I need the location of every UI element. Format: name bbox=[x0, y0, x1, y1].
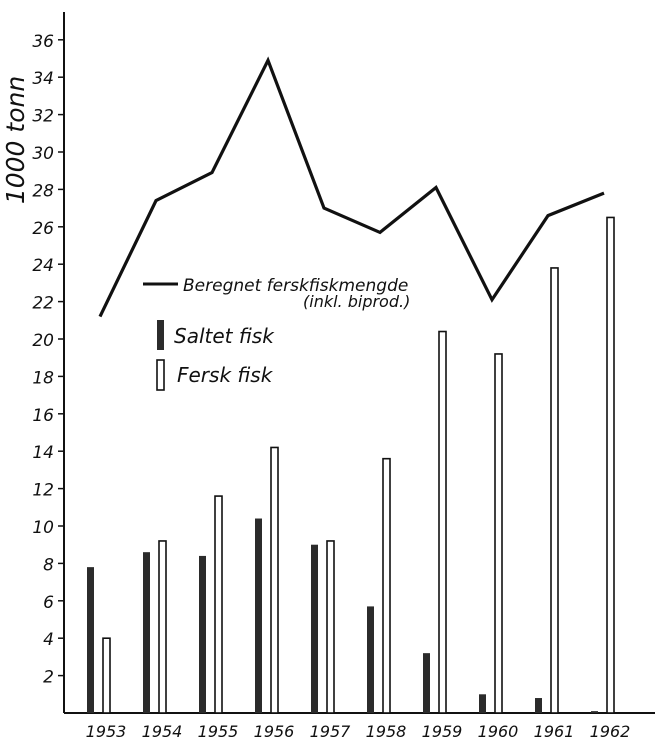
legend-line-sublabel: (inkl. biprod.) bbox=[303, 292, 410, 311]
bar-saltet bbox=[199, 555, 206, 713]
x-tick-label: 1959 bbox=[422, 722, 463, 741]
line-series bbox=[98, 56, 605, 318]
x-tick-labels: 1953 1954 1955 1956 1957 1958 1959 1960 1961 1962 bbox=[86, 722, 631, 741]
y-tick-label: 32 bbox=[32, 107, 54, 127]
y-tick-label: 8 bbox=[43, 555, 54, 575]
y-tick-label: 36 bbox=[32, 32, 54, 52]
bar-saltet bbox=[479, 694, 486, 713]
x-tick-label: 1962 bbox=[590, 722, 631, 741]
y-tick-label: 26 bbox=[32, 219, 54, 239]
y-axis-label: 1000 tonn bbox=[1, 76, 30, 204]
bar-fersk bbox=[102, 637, 111, 714]
x-tick-label: 1955 bbox=[198, 722, 239, 741]
x-tick-label: 1956 bbox=[254, 722, 295, 741]
y-tick-label: 24 bbox=[32, 256, 54, 276]
legend-saltet-label: Saltet fisk bbox=[174, 324, 275, 348]
y-tick-label: 4 bbox=[43, 630, 54, 650]
y-tick-label: 10 bbox=[32, 518, 54, 538]
x-tick-label: 1961 bbox=[534, 722, 575, 741]
bar-saltet bbox=[591, 711, 598, 713]
y-tick-label: 16 bbox=[32, 406, 54, 426]
bar-fersk bbox=[382, 457, 391, 714]
y-tick-label: 14 bbox=[32, 443, 54, 463]
bar-saltet bbox=[255, 518, 262, 713]
bar-fersk bbox=[550, 267, 559, 714]
x-tick-label: 1960 bbox=[478, 722, 519, 741]
bar-fersk bbox=[326, 540, 335, 714]
line-beregnet bbox=[98, 56, 605, 318]
bar-saltet bbox=[423, 653, 430, 713]
x-tick-label: 1954 bbox=[142, 722, 183, 741]
x-tick-label: 1958 bbox=[366, 722, 407, 741]
bar-fersk bbox=[214, 495, 223, 714]
y-tick-label: 18 bbox=[32, 368, 54, 388]
legend-line-label: Beregnet ferskfiskmengde bbox=[183, 276, 408, 296]
y-tick-label: 20 bbox=[32, 331, 54, 351]
y-tick-label: 12 bbox=[32, 481, 54, 501]
y-tick-label: 30 bbox=[32, 144, 54, 164]
bars bbox=[87, 216, 615, 714]
bar-saltet bbox=[367, 606, 374, 713]
bar-fersk bbox=[494, 353, 503, 714]
bar-saltet bbox=[535, 698, 542, 713]
bar-fersk bbox=[158, 540, 167, 714]
bar-saltet bbox=[311, 544, 318, 713]
x-tick-label: 1957 bbox=[310, 722, 352, 741]
y-tick-label: 28 bbox=[32, 181, 54, 201]
bar-fersk bbox=[270, 446, 279, 714]
bar-saltet bbox=[143, 552, 150, 713]
legend-fersk-label: Fersk fisk bbox=[177, 363, 274, 387]
y-tick-label: 6 bbox=[43, 593, 54, 613]
y-tick-label: 22 bbox=[32, 294, 54, 314]
bar-fersk bbox=[438, 330, 447, 714]
legend: Beregnet ferskfiskmengde (inkl. biprod.)… bbox=[143, 276, 410, 391]
bar-fersk bbox=[606, 216, 615, 714]
x-tick-label: 1953 bbox=[86, 722, 127, 741]
y-tick-label: 34 bbox=[32, 69, 54, 89]
bar-saltet bbox=[87, 567, 94, 713]
legend-saltet-swatch bbox=[157, 320, 164, 350]
legend-fersk-swatch bbox=[156, 359, 165, 391]
y-tick-label: 2 bbox=[43, 668, 54, 688]
